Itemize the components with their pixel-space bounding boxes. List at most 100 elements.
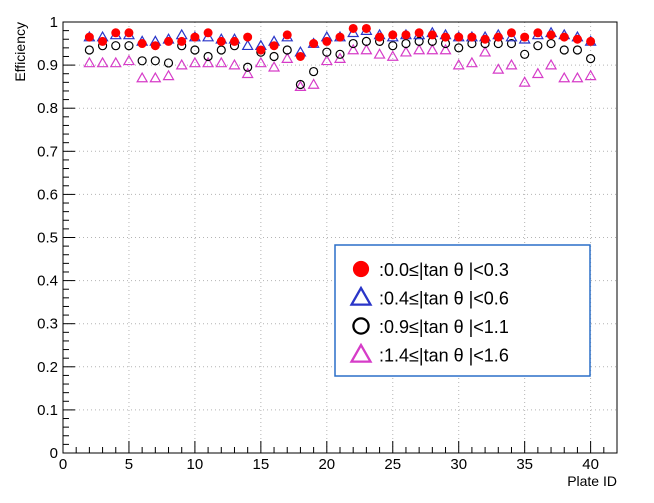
data-point bbox=[361, 23, 371, 33]
legend-marker bbox=[352, 317, 370, 335]
legend-label: :0.9≤|tan θ |<1.1 bbox=[379, 317, 509, 337]
data-point bbox=[452, 58, 465, 70]
data-point bbox=[518, 76, 531, 87]
data-point bbox=[109, 56, 122, 68]
data-point bbox=[190, 32, 200, 42]
data-point bbox=[401, 38, 411, 49]
y-tick-label: 0.9 bbox=[37, 57, 58, 74]
data-point bbox=[124, 41, 134, 51]
data-point bbox=[268, 61, 281, 72]
data-point bbox=[281, 52, 294, 63]
data-point bbox=[505, 58, 518, 70]
data-point bbox=[295, 51, 305, 61]
data-point bbox=[216, 36, 226, 46]
legend-label: :1.4≤|tan θ |<1.6 bbox=[379, 346, 509, 366]
data-point bbox=[572, 45, 583, 55]
data-point bbox=[241, 39, 254, 51]
data-point bbox=[175, 58, 188, 70]
data-point bbox=[295, 79, 306, 90]
data-point bbox=[163, 58, 174, 68]
data-point bbox=[215, 56, 228, 68]
data-point bbox=[520, 49, 530, 59]
data-point bbox=[320, 54, 333, 66]
data-point bbox=[203, 51, 213, 62]
data-point bbox=[111, 28, 121, 38]
data-point bbox=[348, 23, 358, 33]
data-point bbox=[243, 32, 253, 42]
y-tick-label: 0.8 bbox=[37, 100, 58, 117]
grid bbox=[63, 22, 617, 453]
data-point bbox=[269, 51, 279, 62]
data-point bbox=[414, 36, 424, 46]
data-point bbox=[307, 78, 320, 89]
x-tick-label: 10 bbox=[187, 456, 204, 473]
data-point bbox=[335, 49, 345, 59]
x-tick-label: 20 bbox=[318, 456, 335, 473]
data-point bbox=[427, 30, 437, 40]
data-point bbox=[586, 54, 596, 64]
y-tick-label: 0.3 bbox=[37, 316, 58, 333]
data-point bbox=[506, 38, 517, 49]
data-point bbox=[137, 56, 147, 66]
legend-box bbox=[334, 244, 591, 377]
data-point bbox=[96, 56, 109, 68]
data-point bbox=[584, 69, 597, 81]
x-tick-label: 40 bbox=[582, 456, 599, 473]
x-tick-label: 35 bbox=[516, 456, 533, 473]
data-point bbox=[388, 30, 398, 40]
data-point bbox=[533, 28, 543, 38]
data-point bbox=[375, 32, 385, 42]
legend-marker bbox=[352, 260, 370, 278]
data-point bbox=[188, 56, 201, 68]
axis-ticks bbox=[62, 21, 605, 454]
y-tick-label: 0.1 bbox=[37, 402, 58, 419]
data-point bbox=[136, 71, 149, 83]
legend-label: :0.0≤|tan θ |<0.3 bbox=[379, 260, 509, 280]
data-point bbox=[309, 39, 319, 49]
data-point bbox=[401, 30, 411, 40]
data-point bbox=[531, 67, 544, 79]
legend-marker bbox=[349, 342, 373, 363]
data-point bbox=[122, 54, 135, 66]
data-point bbox=[228, 58, 241, 70]
y-tick-label: 0.2 bbox=[37, 359, 58, 376]
data-point bbox=[294, 80, 307, 92]
data-point bbox=[229, 36, 239, 46]
data-point bbox=[190, 45, 200, 55]
data-point bbox=[454, 43, 464, 53]
data-point bbox=[348, 38, 358, 49]
y-tick-label: 0.5 bbox=[37, 230, 58, 247]
data-point bbox=[546, 30, 556, 40]
data-point bbox=[506, 28, 516, 38]
y-tick-label: 0 bbox=[50, 445, 58, 462]
data-point bbox=[137, 39, 147, 49]
data-point bbox=[454, 32, 464, 42]
data-point bbox=[388, 41, 398, 51]
data-point bbox=[269, 41, 279, 51]
data-point bbox=[282, 45, 292, 55]
data-point bbox=[203, 28, 213, 38]
data-point bbox=[441, 32, 451, 42]
data-point bbox=[493, 32, 503, 42]
data-point bbox=[386, 50, 399, 61]
data-point bbox=[479, 45, 492, 57]
data-point bbox=[399, 45, 412, 57]
data-point bbox=[413, 43, 426, 55]
x-tick-label: 30 bbox=[450, 456, 467, 473]
data-point bbox=[335, 32, 345, 42]
y-tick-label: 0.7 bbox=[37, 143, 58, 160]
x-tick-label: 15 bbox=[253, 456, 270, 473]
data-point bbox=[150, 41, 160, 51]
data-point bbox=[559, 32, 569, 42]
data-point bbox=[254, 56, 267, 68]
x-tick-label: 5 bbox=[125, 456, 133, 473]
x-tick-label: 25 bbox=[384, 456, 401, 473]
x-tick-label: 0 bbox=[59, 456, 67, 473]
data-point bbox=[492, 63, 505, 74]
y-tick-label: 1 bbox=[50, 14, 58, 31]
data-point bbox=[256, 45, 266, 55]
data-point bbox=[373, 48, 386, 59]
data-point bbox=[322, 47, 332, 57]
data-point bbox=[83, 56, 96, 68]
